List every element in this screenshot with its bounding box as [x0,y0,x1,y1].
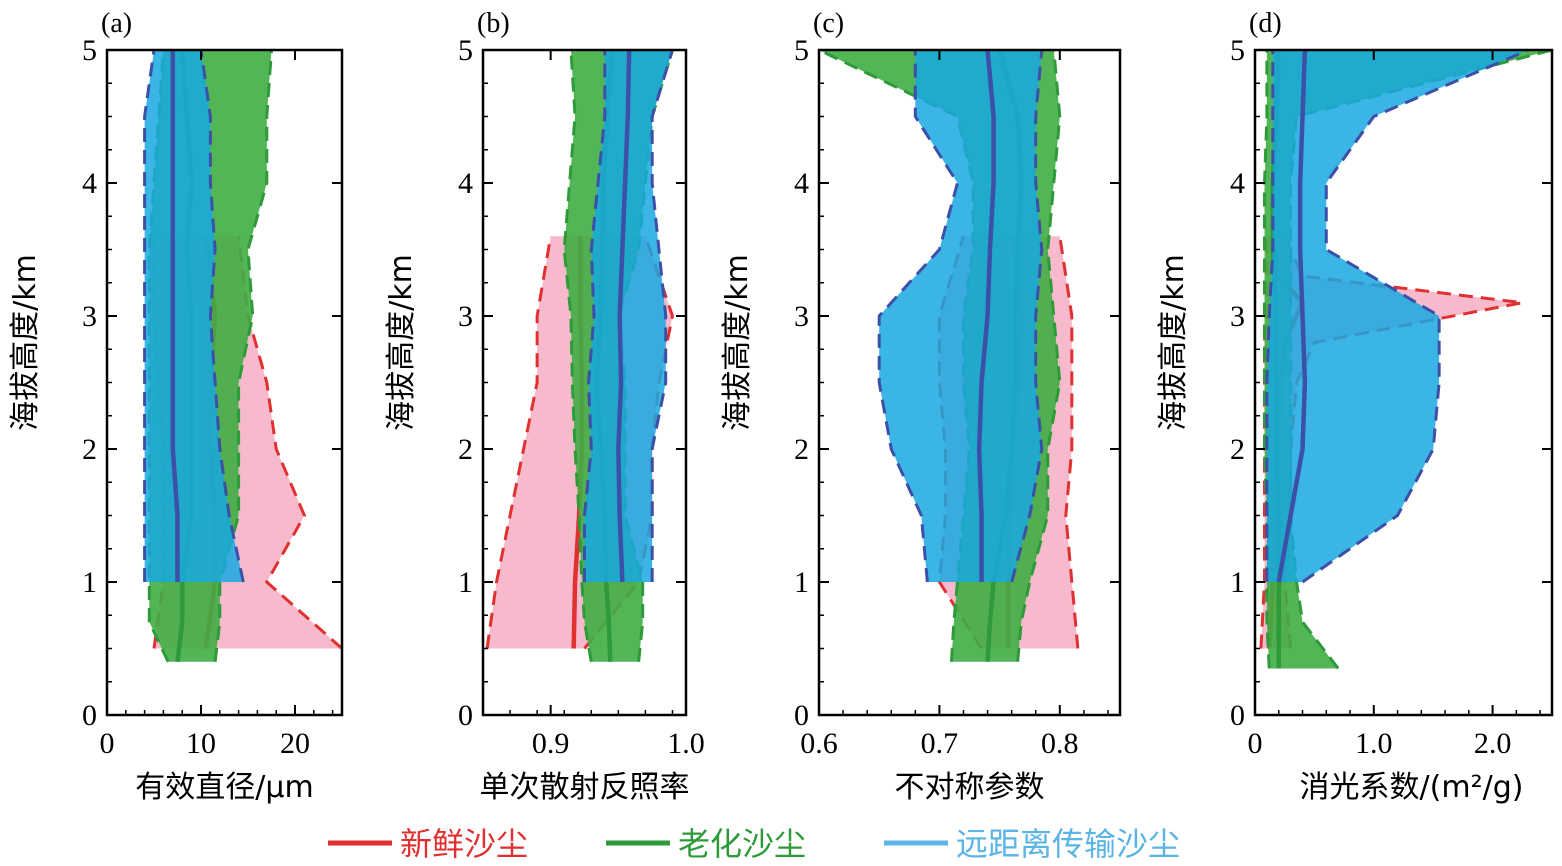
panel-letter: (b) [477,8,510,39]
upper-line-fresh-dust [1058,235,1080,649]
y-tick-label: 1 [1230,566,1245,599]
panel-d: 0 1 2 3 4 5 0 1.0 2.0 (d) 消光系数/(m²/g) 海拔高度/km [1156,8,1554,805]
x-tick-label: 20 [280,727,310,760]
panel-c: 0 1 2 3 4 5 0.6 0.7 0.8 (c) 不对称参数 海拔高度/km [720,8,1122,805]
y-tick-label: 3 [1230,300,1245,333]
y-tick-label: 0 [458,699,473,732]
x-tick-label: 1.0 [667,727,705,760]
legend-label-aged-dust: 老化沙尘 [678,825,806,863]
mean-line-long-range-dust [616,49,632,583]
legend-item-fresh-dust: 新鲜沙尘 [328,825,528,863]
y-tick-label: 3 [458,300,473,333]
y-tick-label: 0 [794,699,809,732]
y-axis-label: 海拔高度/km [384,254,419,431]
y-tick-label: 3 [794,300,809,333]
x-axis-label: 单次散射反照率 [480,770,690,805]
x-axis-label: 不对称参数 [895,770,1045,805]
legend-item-long-range-dust: 远距离传输沙尘 [884,825,1180,863]
y-tick-label: 4 [794,167,809,200]
lower-line-long-range-dust [877,50,960,583]
lower-line-aged-dust [147,49,170,663]
y-tick-label: 2 [458,433,473,466]
upper-line-long-range-dust [1010,49,1044,583]
y-tick-label: 2 [82,433,97,466]
y-tick-label: 2 [1230,433,1245,466]
band-long-range-dust [584,50,673,582]
lower-line-long-range-dust [583,50,607,582]
y-axis-label: 海拔高度/km [8,254,43,431]
y-tick-label: 1 [794,566,809,599]
y-tick-label: 0 [82,699,97,732]
y-tick-label: 1 [458,566,473,599]
x-tick-label: 0.8 [1041,727,1079,760]
y-tick-label: 5 [1230,34,1245,67]
upper-line-aged-dust [1016,49,1062,662]
y-tick-label: 5 [794,34,809,67]
legend-label-fresh-dust: 新鲜沙尘 [400,825,528,863]
y-tick-label: 4 [1230,167,1245,200]
panel-b: 0 1 2 3 4 5 0.9 1.0 (b) 单次散射反照率 海拔高度/km [384,8,705,805]
panel-letter: (c) [813,8,844,39]
y-tick-label: 0 [1230,699,1245,732]
x-tick-label: 2.0 [1474,727,1512,760]
legend-label-long-range-dust: 远距离传输沙尘 [956,825,1180,863]
band-long-range-dust [1266,50,1529,582]
panel-letter: (d) [1249,8,1282,39]
legend-item-aged-dust: 老化沙尘 [606,825,806,863]
lower-line-aged-dust [1263,50,1271,669]
panel-letter: (a) [101,8,132,39]
lower-line-aged-dust [818,48,975,662]
upper-line-aged-dust [213,49,273,662]
x-tick-label: 1.0 [1355,727,1393,760]
y-tick-label: 4 [82,167,97,200]
mean-line-long-range-dust [170,50,180,582]
mean-line-long-range-dust [1276,49,1308,583]
legend: 新鲜沙尘 老化沙尘 远距离传输沙尘 [328,825,1180,863]
y-axis-label: 海拔高度/km [1156,254,1191,431]
y-tick-label: 5 [458,34,473,67]
x-tick-label: 0 [100,727,115,760]
upper-line-long-range-dust [199,49,245,583]
x-tick-label: 0.6 [800,727,838,760]
mean-line-long-range-dust [976,49,996,582]
y-axis-label: 海拔高度/km [720,254,755,431]
upper-line-long-range-dust [1301,48,1529,584]
band-long-range-dust [879,50,1042,582]
y-tick-label: 3 [82,300,97,333]
x-axis-label: 有效直径/μm [135,770,313,805]
x-tick-label: 0 [1248,727,1263,760]
y-tick-label: 5 [82,34,97,67]
y-tick-label: 2 [794,433,809,466]
panel-a: 0 1 2 3 4 5 0 10 20 (a) 有效直径/μm 海拔高度/km [8,8,344,805]
y-tick-label: 1 [82,566,97,599]
x-axis-label: 消光系数/(m²/g) [1300,770,1524,805]
upper-line-long-range-dust [650,49,674,582]
x-tick-label: 10 [186,727,216,760]
x-tick-label: 0.7 [921,727,959,760]
lower-line-long-range-dust [143,49,156,582]
lower-line-aged-dust [562,49,593,663]
x-tick-label: 0.9 [532,727,570,760]
lower-line-fresh-dust [485,235,553,649]
lower-line-long-range-dust [1265,50,1275,582]
y-tick-label: 4 [458,167,473,200]
